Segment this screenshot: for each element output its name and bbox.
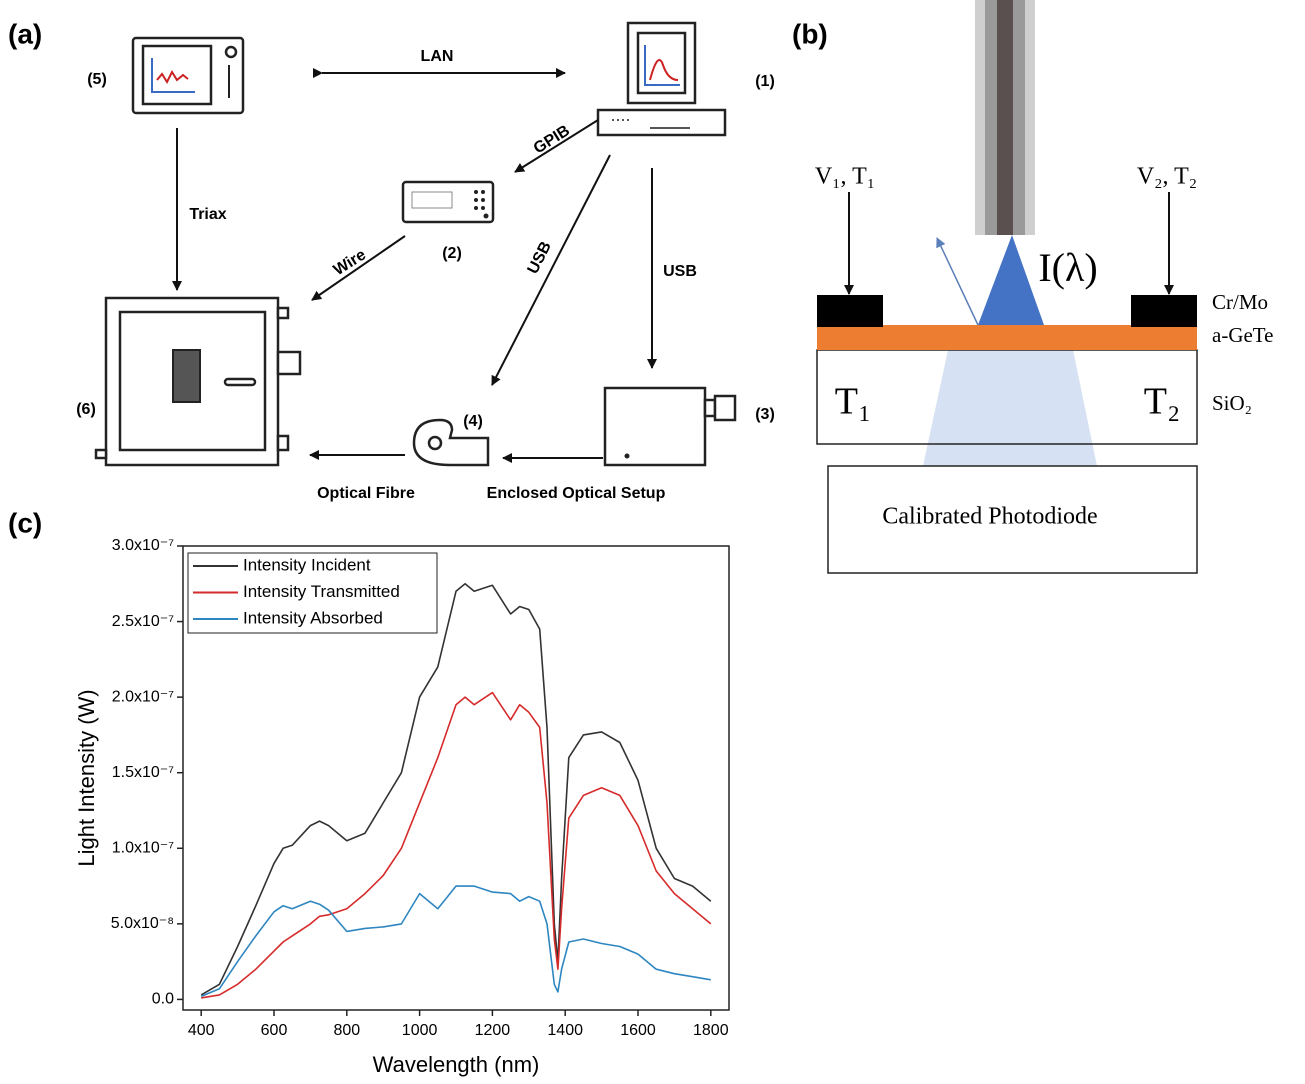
edge-label: LAN bbox=[421, 48, 454, 65]
panel-label: (a) bbox=[8, 18, 42, 49]
edge-label: GPIB bbox=[531, 122, 573, 157]
x-tick-label: 1400 bbox=[547, 1022, 583, 1039]
y-tick-label: 3.0x10⁻⁷ bbox=[112, 537, 174, 554]
gete-layer bbox=[817, 325, 1197, 350]
panel-c: (c) 400 600 800 1000 1200 1400 1600 1800 0.0 5.0x… bbox=[8, 507, 729, 1076]
instrument-icon bbox=[403, 182, 493, 222]
series-line bbox=[201, 584, 711, 995]
edge-label: Triax bbox=[189, 206, 226, 223]
panel-label: (c) bbox=[8, 507, 42, 538]
x-tick-label: 400 bbox=[188, 1022, 215, 1039]
x-axis-label: Wavelength (nm) bbox=[373, 1052, 540, 1077]
beam bbox=[997, 0, 1013, 235]
node-label: (5) bbox=[87, 71, 107, 88]
panel-b: (b) V₁, T₁ V₂, T₂ I(λ) Cr/Mo a-GeTe SiO₂… bbox=[792, 0, 1273, 573]
x-tick-label: 1800 bbox=[693, 1022, 729, 1039]
panel-a: (a) (1) (2) (3) (4) (5) (6) LAN GPIB Wir… bbox=[8, 18, 775, 502]
layer-label: a-GeTe bbox=[1212, 323, 1273, 347]
contact-label: V₁, T₁ bbox=[815, 164, 875, 190]
x-tick-label: 600 bbox=[261, 1022, 288, 1039]
node-label: (4) bbox=[463, 413, 483, 430]
contact bbox=[1131, 295, 1197, 327]
contact-label: V₂, T₂ bbox=[1137, 164, 1197, 190]
computer-icon bbox=[598, 23, 725, 135]
reflected-light bbox=[937, 238, 978, 325]
y-axis-label: Light Intensity (W) bbox=[74, 689, 99, 866]
temperature-label: T₁ bbox=[835, 381, 871, 423]
y-tick-label: 1.0x10⁻⁷ bbox=[112, 839, 174, 856]
legend-label: Intensity Transmitted bbox=[243, 582, 400, 601]
y-tick-label: 5.0x10⁻⁸ bbox=[111, 915, 174, 932]
layer-label: Cr/Mo bbox=[1212, 290, 1268, 314]
panel-label: (b) bbox=[792, 18, 828, 49]
node-label: (1) bbox=[755, 73, 775, 90]
figure: (a) (1) (2) (3) (4) (5) (6) LAN GPIB Wir… bbox=[0, 0, 1305, 1084]
edge-label: Optical Fibre bbox=[317, 485, 415, 502]
x-tick-label: 800 bbox=[333, 1022, 360, 1039]
analyzer-icon bbox=[133, 38, 243, 113]
legend-label: Intensity Incident bbox=[243, 555, 371, 574]
layer-label: SiO₂ bbox=[1212, 391, 1252, 415]
beam-label: I(λ) bbox=[1038, 245, 1097, 290]
optical-setup-icon bbox=[605, 388, 735, 465]
y-tick-label: 2.0x10⁻⁷ bbox=[112, 688, 174, 705]
legend-label: Intensity Absorbed bbox=[243, 608, 383, 627]
probe-station-icon bbox=[96, 298, 300, 465]
y-tick-label: 0.0 bbox=[152, 991, 174, 1008]
temperature-label: T₂ bbox=[1144, 381, 1180, 423]
series-line bbox=[201, 886, 711, 996]
contact bbox=[817, 295, 883, 327]
node-label: (2) bbox=[442, 245, 462, 262]
node-label: (6) bbox=[76, 401, 96, 418]
node-label: (3) bbox=[755, 406, 775, 423]
light-cone bbox=[923, 350, 1097, 466]
detector-label: Calibrated Photodiode bbox=[882, 504, 1097, 530]
y-tick-label: 1.5x10⁻⁷ bbox=[112, 764, 174, 781]
x-tick-label: 1000 bbox=[402, 1022, 438, 1039]
x-tick-label: 1600 bbox=[620, 1022, 656, 1039]
y-tick-label: 2.5x10⁻⁷ bbox=[112, 613, 174, 630]
edge-label: USB bbox=[663, 263, 697, 280]
edge-label: Enclosed Optical Setup bbox=[487, 485, 666, 502]
incident-light bbox=[978, 235, 1044, 325]
x-tick-label: 1200 bbox=[475, 1022, 511, 1039]
